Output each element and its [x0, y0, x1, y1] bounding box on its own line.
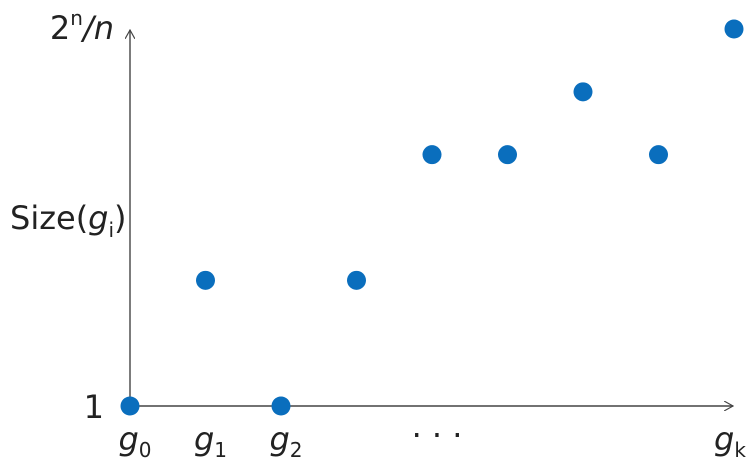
data-point-8: [724, 19, 744, 39]
data-point-5: [498, 145, 517, 165]
data-point-2: [271, 396, 291, 416]
x-tick-label-2: g2: [269, 420, 302, 461]
data-point-0: [120, 396, 140, 416]
data-points: [120, 19, 744, 416]
data-point-6: [573, 82, 593, 102]
data-point-1: [196, 270, 215, 290]
x-tick-label-1: g1: [194, 420, 227, 461]
data-point-7: [649, 145, 668, 165]
x-tick-label-0: g0: [118, 420, 151, 461]
x-axis-ellipsis: · · ·: [412, 416, 463, 454]
data-point-3: [347, 270, 366, 290]
x-tick-labels: g0 g1 g2 gk: [118, 420, 746, 461]
y-tick-label-bottom: 1: [84, 388, 104, 426]
y-axis-label: Size(gi): [10, 199, 127, 242]
x-tick-label-3: gk: [714, 420, 746, 461]
data-point-4: [422, 145, 442, 165]
y-tick-label-top: 2n/n: [50, 6, 114, 47]
